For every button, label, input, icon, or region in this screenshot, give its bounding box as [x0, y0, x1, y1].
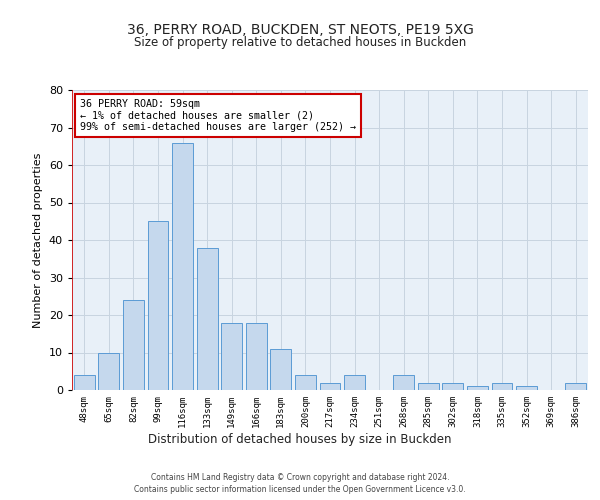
Bar	[393, 375, 414, 390]
Text: 36, PERRY ROAD, BUCKDEN, ST NEOTS, PE19 5XG: 36, PERRY ROAD, BUCKDEN, ST NEOTS, PE19 …	[127, 22, 473, 36]
Bar	[442, 382, 463, 390]
Bar	[271, 349, 292, 390]
Bar	[295, 375, 316, 390]
Bar	[148, 221, 169, 390]
Bar	[344, 375, 365, 390]
Bar	[467, 386, 488, 390]
Text: Contains public sector information licensed under the Open Government Licence v3: Contains public sector information licen…	[134, 485, 466, 494]
Bar	[74, 375, 95, 390]
Bar	[197, 248, 218, 390]
Bar	[246, 322, 267, 390]
Bar	[516, 386, 537, 390]
Bar	[172, 142, 193, 390]
Text: Contains HM Land Registry data © Crown copyright and database right 2024.: Contains HM Land Registry data © Crown c…	[151, 472, 449, 482]
Y-axis label: Number of detached properties: Number of detached properties	[33, 152, 43, 328]
Bar	[123, 300, 144, 390]
Bar	[320, 382, 340, 390]
Bar	[221, 322, 242, 390]
Text: Distribution of detached houses by size in Buckden: Distribution of detached houses by size …	[148, 432, 452, 446]
Bar	[98, 352, 119, 390]
Bar	[418, 382, 439, 390]
Bar	[491, 382, 512, 390]
Text: 36 PERRY ROAD: 59sqm
← 1% of detached houses are smaller (2)
99% of semi-detache: 36 PERRY ROAD: 59sqm ← 1% of detached ho…	[80, 99, 356, 132]
Bar	[565, 382, 586, 390]
Text: Size of property relative to detached houses in Buckden: Size of property relative to detached ho…	[134, 36, 466, 49]
